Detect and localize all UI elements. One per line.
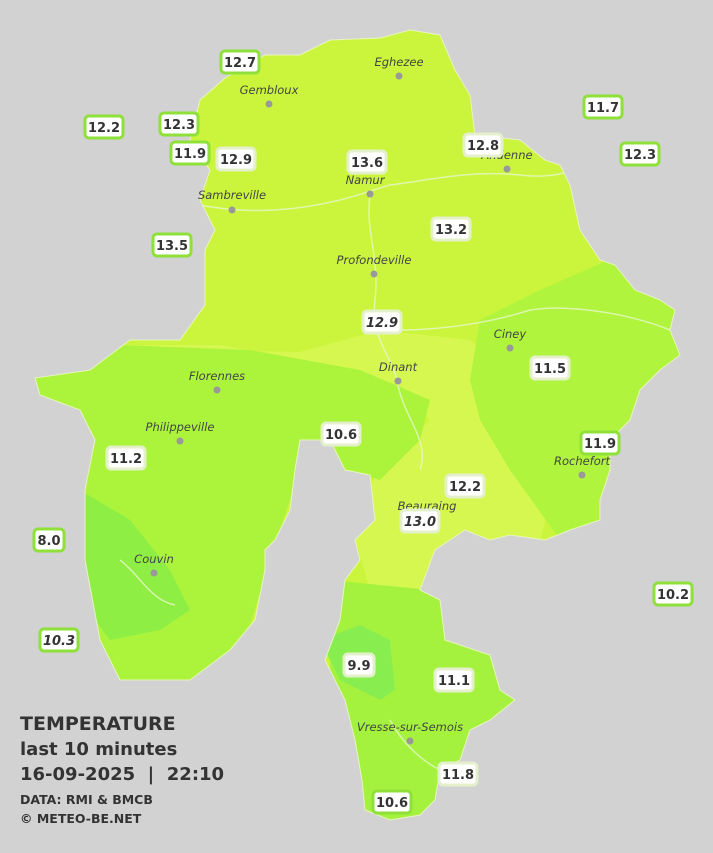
- station-temperature: 9.9: [347, 659, 370, 674]
- station-box: [219, 49, 261, 75]
- city-dot: [370, 270, 378, 278]
- station-box: [529, 355, 571, 381]
- legend-block: TEMPERATURE last 10 minutes 16-09-2025 |…: [20, 713, 224, 826]
- station-temperature: 12.7: [224, 56, 256, 71]
- station-temperature: 12.2: [449, 480, 481, 495]
- city-name: Namur: [346, 173, 386, 187]
- station-box: [105, 445, 147, 471]
- station-temperature: 12.2: [88, 121, 120, 136]
- station-box: [582, 94, 624, 120]
- station-box: [342, 652, 376, 678]
- station-box: [462, 132, 504, 158]
- station-box: [371, 789, 413, 815]
- datetime: 16-09-2025 | 22:10: [20, 764, 224, 785]
- station-temperature: 11.2: [110, 452, 142, 467]
- station-temperature: 13.0: [404, 515, 436, 530]
- city-dot: [176, 437, 184, 445]
- station-temperature: 10.2: [657, 588, 689, 603]
- city-dot: [228, 206, 236, 214]
- station-box: [437, 761, 479, 787]
- station-box: [215, 146, 257, 172]
- city-name: Rochefort: [554, 454, 611, 468]
- station-box: [433, 667, 475, 693]
- station-temperature: 8.0: [37, 534, 60, 549]
- station-box: [38, 627, 80, 653]
- station-temperature: 12.8: [467, 139, 499, 154]
- city-name: Florennes: [189, 369, 245, 383]
- city-name: Vresse-sur-Semois: [357, 720, 463, 734]
- station-box: [399, 508, 441, 534]
- city-dot: [578, 471, 586, 479]
- station-box: [361, 309, 403, 335]
- station-box: [430, 216, 472, 242]
- city-dot: [150, 569, 158, 577]
- station-box: [158, 111, 200, 137]
- station-box: [444, 473, 486, 499]
- city-name: Couvin: [134, 552, 174, 566]
- station-temperature: 11.5: [534, 362, 566, 377]
- station-temperature: 11.9: [174, 147, 206, 162]
- title: TEMPERATURE: [20, 713, 176, 735]
- station-box: [83, 114, 125, 140]
- city-dot: [395, 72, 403, 80]
- station-box: [619, 141, 661, 167]
- station-box: [169, 140, 211, 166]
- subtitle: last 10 minutes: [20, 739, 177, 760]
- city-name: Dinant: [379, 360, 418, 374]
- station-box: [346, 149, 388, 175]
- station-box: [32, 527, 66, 553]
- station-temperature: 13.2: [435, 223, 467, 238]
- station-temperature: 10.3: [43, 634, 75, 649]
- station-temperature: 11.8: [442, 768, 474, 783]
- city-dot: [503, 165, 511, 173]
- copyright: © METEO-BE.NET: [20, 811, 142, 826]
- station-temperature: 12.3: [624, 148, 656, 163]
- station-box: [151, 232, 193, 258]
- city-name: Profondeville: [337, 253, 412, 267]
- city-dot: [394, 377, 402, 385]
- city-name: Sambreville: [198, 188, 266, 202]
- city-name: Philippeville: [146, 420, 215, 434]
- city-name: Gembloux: [240, 83, 299, 97]
- city-dot: [265, 100, 273, 108]
- station-temperature: 13.6: [351, 156, 383, 171]
- station-temperature: 10.6: [325, 428, 357, 443]
- city-dot: [506, 344, 514, 352]
- city-name: Ciney: [494, 327, 527, 341]
- city-dot: [213, 386, 221, 394]
- city-name: Eghezee: [374, 55, 423, 69]
- station-box: [579, 430, 621, 456]
- station-temperature: 13.5: [156, 239, 188, 254]
- station-box: [320, 421, 362, 447]
- city-dot: [366, 190, 374, 198]
- station-box: [652, 581, 694, 607]
- station-temperature: 11.1: [438, 674, 470, 689]
- station-temperature: 12.9: [220, 153, 252, 168]
- station-temperature: 12.9: [366, 316, 398, 331]
- station-temperature: 10.6: [376, 796, 408, 811]
- source: DATA: RMI & BMCB: [20, 792, 153, 807]
- station-temperature: 11.7: [587, 101, 619, 116]
- station-temperature: 11.9: [584, 437, 616, 452]
- station-temperature: 12.3: [163, 118, 195, 133]
- city-dot: [406, 737, 414, 745]
